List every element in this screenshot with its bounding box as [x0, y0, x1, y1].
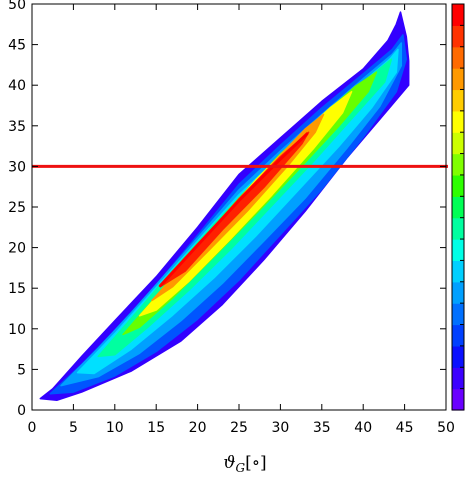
colorbar-segment — [452, 25, 464, 48]
colorbar-segment — [452, 260, 464, 283]
colorbar-frame — [451, 3, 465, 411]
y-tick-label: 20 — [8, 241, 26, 257]
x-tick-label: 35 — [313, 420, 331, 436]
colorbar-segment — [452, 196, 464, 219]
colorbar-segment — [452, 110, 464, 133]
x-tick-label: 5 — [69, 420, 78, 436]
y-tick-label: 0 — [17, 403, 26, 419]
colorbar-segment — [452, 345, 464, 368]
y-tick-label: 30 — [8, 159, 26, 175]
colorbar-segment — [452, 367, 464, 390]
contour-bands — [39, 11, 410, 402]
x-tick-label: 20 — [189, 420, 207, 436]
x-tick-label: 40 — [354, 420, 372, 436]
y-tick-label: 45 — [8, 38, 26, 54]
x-tick-label: 50 — [437, 420, 455, 436]
y-tick-label: 5 — [17, 362, 26, 378]
colorbar-segment — [452, 68, 464, 91]
x-axis: 0 5 10 15 20 25 30 35 40 45 50 — [28, 4, 455, 436]
y-tick-label: 10 — [8, 322, 26, 338]
y-tick-label: 50 — [8, 0, 26, 13]
colorbar-segment — [452, 89, 464, 112]
contour-ridge — [158, 132, 309, 288]
colorbar-segment — [452, 132, 464, 155]
y-tick-label: 15 — [8, 281, 26, 297]
colorbar-segment — [452, 239, 464, 262]
colorbar-segment — [452, 217, 464, 240]
x-tick-label: 15 — [147, 420, 165, 436]
x-axis-label: ϑG[∘] — [223, 453, 266, 474]
x-tick-label: 25 — [230, 420, 248, 436]
x-tick-label: 30 — [271, 420, 289, 436]
colorbar-segment — [452, 153, 464, 176]
colorbar — [451, 3, 465, 411]
x-tick-label: 10 — [106, 420, 124, 436]
colorbar-segment — [452, 174, 464, 197]
colorbar-segment — [452, 388, 464, 411]
y-tick-label: 40 — [8, 78, 26, 94]
colorbar-segment — [452, 4, 464, 26]
x-tick-label: 0 — [28, 420, 37, 436]
colorbar-segment — [452, 303, 464, 326]
x-tick-label: 45 — [396, 420, 414, 436]
y-tick-label: 25 — [8, 200, 26, 216]
colorbar-segment — [452, 46, 464, 69]
y-tick-label: 35 — [8, 119, 26, 135]
y-axis: 0 5 10 15 20 25 30 35 40 45 50 — [8, 0, 446, 419]
colorbar-segment — [452, 324, 464, 347]
colorbar-segment — [452, 281, 464, 304]
